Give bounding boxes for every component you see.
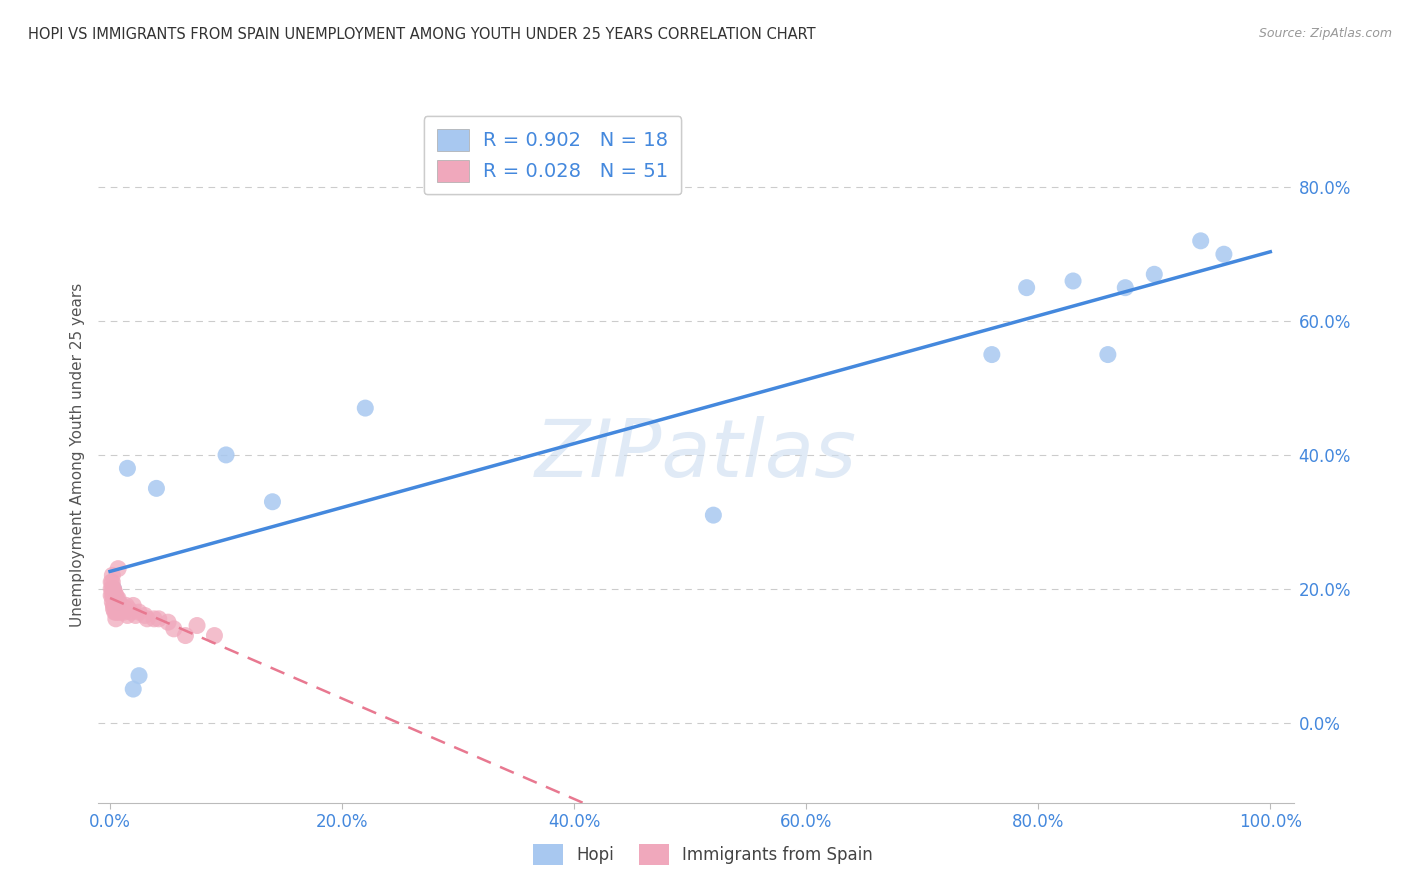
Point [101,582,124,596]
Point [107,562,129,576]
Point [163,622,186,636]
Point [104,605,127,619]
Point [1114,281,1136,295]
Point [110,605,132,619]
Point [120,605,142,619]
Point [104,599,127,613]
Point [117,608,139,623]
Point [262,494,284,508]
Point [108,599,131,613]
Point [117,461,139,475]
Point [174,628,197,642]
Point [1143,268,1166,282]
Text: Source: ZipAtlas.com: Source: ZipAtlas.com [1258,27,1392,40]
Point [1015,281,1038,295]
Point [980,348,1002,362]
Point [100,575,122,590]
Point [1062,274,1084,288]
Point [1189,234,1212,248]
Point [104,589,127,603]
Point [107,591,129,606]
Point [107,599,129,613]
Point [103,599,125,613]
Point [101,589,124,603]
Point [117,602,139,616]
Point [100,582,122,596]
Point [101,568,124,582]
Point [215,448,238,462]
Point [114,602,136,616]
Point [105,599,128,613]
Point [122,599,145,613]
Point [104,612,127,626]
Point [186,618,208,632]
Point [103,602,125,616]
Point [128,669,150,683]
Point [101,575,124,590]
Point [103,589,125,603]
Point [103,591,125,606]
Point [105,605,128,619]
Point [143,612,166,626]
Text: ZIPatlas: ZIPatlas [534,416,858,494]
Point [103,582,125,596]
Point [157,615,180,630]
Point [1212,247,1234,261]
Point [122,681,145,696]
Point [108,605,131,619]
Point [128,605,150,619]
Point [110,599,132,613]
Point [124,608,146,623]
Point [204,628,226,642]
Legend: R = 0.902   N = 18, R = 0.028   N = 51: R = 0.902 N = 18, R = 0.028 N = 51 [423,116,682,194]
Point [134,608,156,623]
Point [101,595,124,609]
Point [148,612,170,626]
Point [104,605,127,619]
Point [1097,348,1119,362]
Point [104,591,127,606]
Point [104,599,127,613]
Legend: Hopi, Immigrants from Spain: Hopi, Immigrants from Spain [523,834,883,875]
Point [115,599,138,613]
Point [107,595,129,609]
Y-axis label: Unemployment Among Youth under 25 years: Unemployment Among Youth under 25 years [69,283,84,627]
Point [103,582,125,596]
Point [100,589,122,603]
Point [354,401,377,416]
Point [112,605,135,619]
Point [702,508,724,523]
Text: HOPI VS IMMIGRANTS FROM SPAIN UNEMPLOYMENT AMONG YOUTH UNDER 25 YEARS CORRELATIO: HOPI VS IMMIGRANTS FROM SPAIN UNEMPLOYME… [28,27,815,42]
Point [136,612,159,626]
Point [145,482,167,496]
Point [111,599,134,613]
Point [105,591,128,606]
Point [104,591,127,606]
Point [104,585,127,599]
